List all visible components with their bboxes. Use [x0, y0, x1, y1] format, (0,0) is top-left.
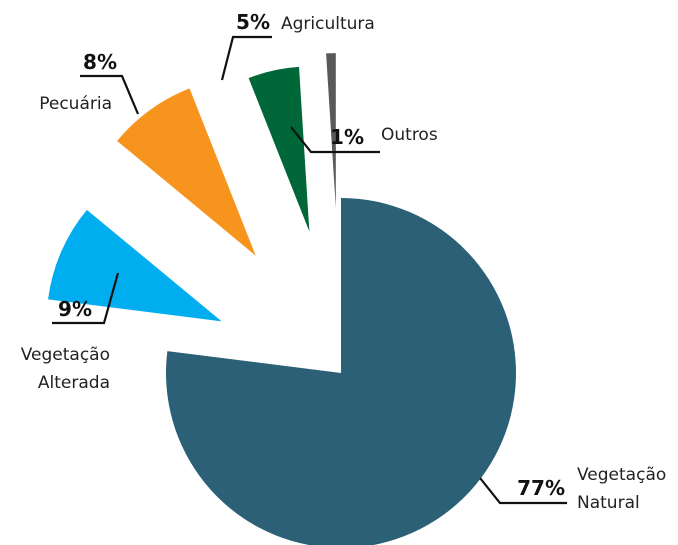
- leader-line-ag: [220, 35, 272, 81]
- pct-label-va: 9%: [58, 297, 92, 321]
- category-label-va-0: Vegetação: [21, 345, 110, 365]
- pct-label-vn: 77%: [517, 476, 565, 500]
- category-label-ou-0: Outros: [381, 125, 438, 145]
- category-label-pe-0: Pecuária: [39, 94, 112, 114]
- leader-line-vn: [479, 477, 567, 505]
- pie-slice-va: [48, 209, 222, 322]
- category-label-ag-0: Agricultura: [281, 14, 375, 34]
- category-label-vn-0: Vegetação: [577, 465, 666, 485]
- pct-label-pe: 8%: [83, 50, 117, 74]
- pie-slice-ag: [248, 66, 310, 232]
- pie-slice-pe: [117, 88, 256, 256]
- pie-slices: [48, 53, 517, 545]
- leader-line-ou: [290, 126, 380, 154]
- leader-line-pe: [80, 74, 140, 115]
- pie-labels: 77% Vegetação Natural 9% Vegetação Alterada 8%…: [21, 10, 667, 513]
- pct-label-ou: 1%: [330, 125, 364, 149]
- pie-slice-vn: [166, 198, 517, 545]
- pie-slice-ou: [326, 53, 336, 209]
- leader-line-va: [52, 272, 120, 325]
- category-label-vn-1: Natural: [577, 493, 640, 513]
- category-label-va-1: Alterada: [38, 373, 110, 393]
- pct-label-ag: 5%: [236, 10, 270, 34]
